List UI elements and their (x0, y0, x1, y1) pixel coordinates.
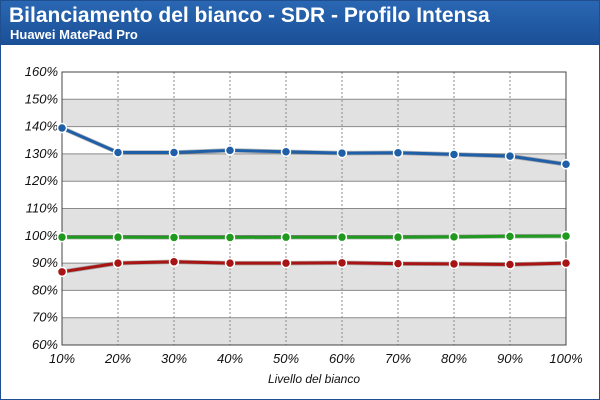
data-point (392, 231, 404, 243)
plot-band (62, 99, 566, 127)
plot-band (62, 317, 566, 345)
x-axis-label: Livello del bianco (268, 372, 360, 386)
y-tick-label: 100% (25, 228, 58, 243)
plot-bands (62, 72, 566, 345)
data-point (448, 149, 460, 160)
y-tick-label: 150% (25, 91, 58, 106)
data-point (336, 147, 348, 159)
data-point (112, 257, 124, 269)
plot-band (62, 263, 566, 291)
y-tick-label: 160% (25, 64, 58, 79)
data-point (112, 231, 124, 243)
plot-band (62, 181, 566, 209)
x-tick-label: 40% (217, 351, 243, 366)
data-point (56, 122, 68, 134)
data-point (112, 147, 124, 158)
x-tick-label: 10% (49, 351, 75, 366)
data-point (560, 159, 572, 170)
x-tick-label: 90% (497, 351, 523, 366)
data-point (168, 232, 180, 243)
plot-band (62, 153, 566, 182)
series-line (61, 126, 567, 166)
data-point (392, 147, 404, 159)
chart-subtitle: Huawei MatePad Pro (10, 27, 138, 42)
y-tick-label: 60% (32, 337, 58, 352)
data-point (504, 259, 516, 270)
plot-band (62, 126, 566, 154)
series-line (61, 260, 567, 274)
series-1 (56, 122, 572, 170)
data-point (224, 145, 236, 156)
series-line (62, 234, 567, 239)
plot-border (61, 71, 567, 346)
data-point (56, 266, 68, 278)
x-tick-label: 20% (104, 351, 131, 366)
x-tick-label: 60% (329, 351, 355, 366)
y-tick-label: 90% (32, 255, 58, 270)
data-point (224, 232, 236, 243)
y-tick-label: 140% (25, 119, 58, 134)
series-2 (56, 230, 572, 243)
x-tick-label: 70% (385, 351, 411, 366)
chart-header: Bilanciamento del bianco - SDR - Profilo… (1, 1, 599, 45)
data-point (336, 257, 348, 269)
series-3 (56, 256, 572, 278)
data-point (280, 146, 292, 157)
data-point (336, 231, 348, 243)
x-tick-label: 80% (441, 351, 467, 366)
series-group (56, 122, 572, 278)
data-point (392, 258, 404, 269)
data-point (168, 256, 180, 267)
y-tick-label: 110% (26, 201, 58, 216)
y-tick-label: 120% (25, 173, 58, 188)
plot-band (62, 72, 566, 100)
data-point (448, 231, 460, 243)
x-tick-label: 30% (161, 351, 187, 366)
y-tick-label: 70% (32, 310, 58, 325)
data-point (504, 150, 516, 162)
data-point (168, 147, 180, 158)
x-tick-label: 100% (549, 351, 582, 366)
plot-band (62, 235, 566, 264)
data-point (560, 257, 572, 269)
data-point (448, 258, 460, 270)
data-point (280, 257, 292, 269)
y-axis-ticks: 60% 70% 80% 90% 100% 110% 120% 130% 140% 150% 160% (25, 64, 58, 352)
y-tick-label: 80% (32, 282, 58, 297)
x-tick-label: 50% (273, 351, 299, 366)
chart-title: Bilanciamento del bianco - SDR - Profilo… (9, 4, 490, 27)
plot-band (62, 290, 566, 318)
data-point (280, 231, 292, 243)
y-tick-label: 130% (25, 146, 58, 161)
data-point (224, 257, 236, 269)
plot-band (62, 208, 566, 236)
x-axis-ticks: 10% 20% 30% 40% 50% 60% 70% 80% 90% 100% (49, 351, 583, 366)
data-point (560, 230, 572, 242)
data-point (504, 231, 516, 242)
data-point (56, 231, 68, 243)
